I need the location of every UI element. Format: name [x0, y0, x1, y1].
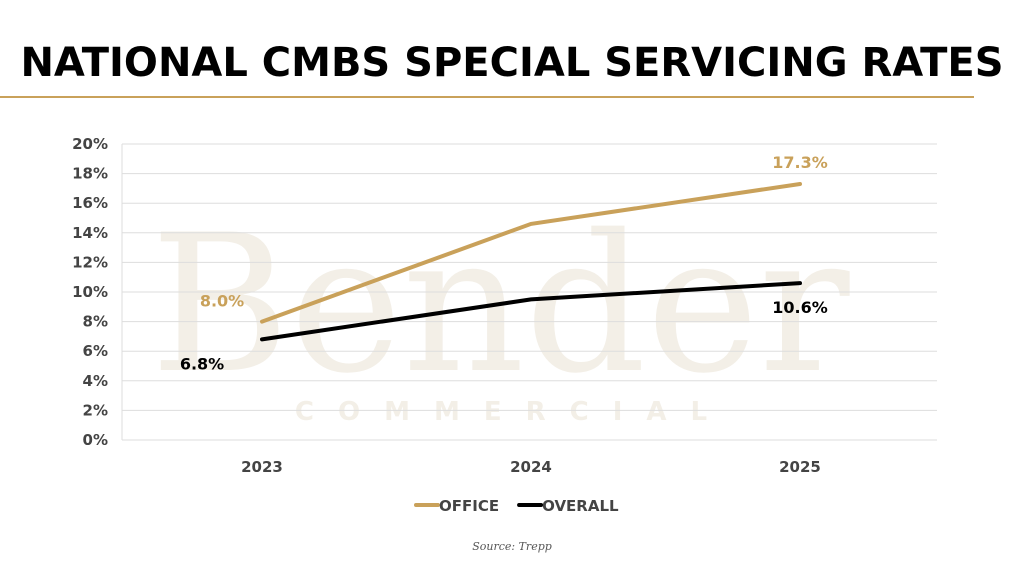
chart-title: NATIONAL CMBS SPECIAL SERVICING RATES [20, 40, 1004, 86]
y-tick-label: 2% [83, 401, 108, 419]
y-tick-label: 12% [72, 253, 108, 271]
x-tick-label: 2025 [779, 458, 821, 476]
y-tick-label: 16% [72, 194, 108, 212]
data-label: 10.6% [772, 298, 828, 317]
legend-label: OVERALL [542, 497, 619, 515]
y-tick-label: 0% [83, 431, 108, 449]
y-tick-label: 6% [83, 342, 108, 360]
y-tick-label: 18% [72, 165, 108, 183]
x-tick-label: 2024 [510, 458, 552, 476]
data-label: 6.8% [180, 354, 224, 373]
y-tick-label: 8% [83, 313, 108, 331]
series-line-office [260, 181, 802, 324]
watermark-subtitle: COMMERCIAL [295, 397, 731, 427]
data-label: 8.0% [200, 292, 244, 311]
y-tick-label: 14% [72, 224, 108, 242]
title-divider [0, 96, 974, 98]
legend-label: OFFICE [439, 497, 499, 515]
x-tick-label: 2023 [241, 458, 283, 476]
source-note: Source: Trepp [472, 540, 552, 553]
data-label: 17.3% [772, 153, 828, 172]
y-tick-label: 20% [72, 135, 108, 153]
series-line-overall [260, 281, 802, 342]
y-tick-label: 10% [72, 283, 108, 301]
y-tick-label: 4% [83, 372, 108, 390]
